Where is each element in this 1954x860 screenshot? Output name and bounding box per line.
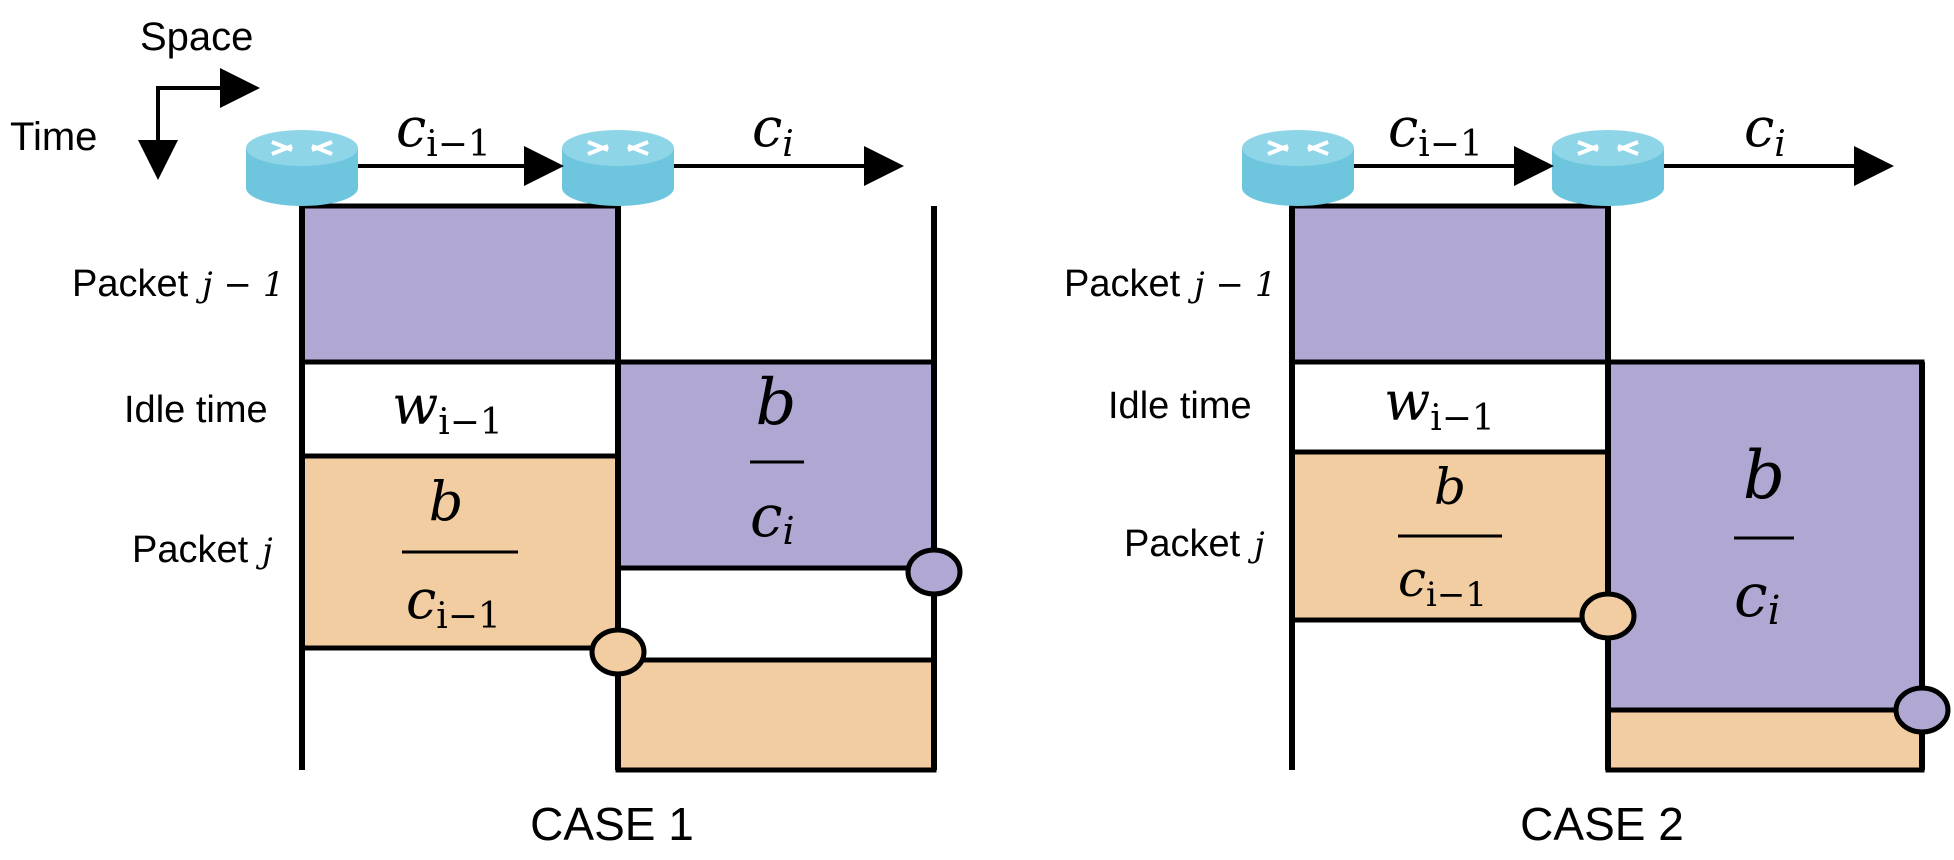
link-capacity-label: ci	[752, 96, 794, 165]
transmission-time-fraction: b ci−1	[1398, 458, 1502, 615]
packet-j-minus-1-departure-marker	[905, 547, 963, 597]
svg-text:ci−1: ci−1	[396, 96, 491, 165]
link-capacity-label: ci−1	[1388, 96, 1483, 165]
link-capacity-label: ci−1	[396, 96, 491, 165]
router-icon	[560, 128, 676, 208]
case-title: CASE 2	[1520, 798, 1684, 850]
packet-j-next-hop-block	[615, 657, 937, 773]
svg-text:b: b	[429, 470, 464, 533]
transmission-time-fraction: b ci−1	[402, 470, 518, 637]
case-1: ci−1 ci wi−1 b ci−1 b ci Packet j − 1 Idl…	[72, 96, 963, 850]
row-label-packet-j: Packet j	[1124, 523, 1265, 565]
packet-j-departure-marker	[589, 627, 647, 677]
packet-j-minus-1-block	[1289, 203, 1611, 365]
link-capacity-label: ci	[1744, 96, 1786, 165]
packet-j-minus-1-block	[299, 203, 621, 365]
row-label-packet-j-minus-1: Packet j − 1	[1064, 263, 1276, 305]
packet-j-next-hop-block	[1605, 707, 1925, 773]
svg-text:b: b	[1743, 437, 1785, 514]
case-title: CASE 1	[530, 798, 694, 850]
space-label: Space	[140, 15, 253, 59]
svg-text:ci−1: ci−1	[1398, 550, 1487, 615]
svg-text:b: b	[1434, 458, 1466, 516]
svg-text:ci−1: ci−1	[406, 568, 501, 637]
packet-j-minus-1-departure-marker	[1893, 685, 1951, 735]
svg-text:b: b	[756, 366, 797, 440]
svg-text:ci: ci	[752, 96, 794, 165]
transmission-time-fraction: b ci	[750, 366, 804, 553]
transmission-time-fraction: b ci	[1734, 437, 1794, 634]
svg-text:ci−1: ci−1	[1388, 96, 1483, 165]
svg-text:ci: ci	[750, 482, 795, 553]
idle-time-block	[1289, 359, 1611, 455]
svg-text:wi−1: wi−1	[392, 374, 503, 443]
packet-j-departure-marker	[1579, 591, 1637, 641]
row-label-packet-j-minus-1: Packet j − 1	[72, 263, 284, 305]
space-time-axes: Space Time	[10, 15, 260, 180]
packet-j-minus-1-next-hop-block	[1605, 359, 1925, 713]
time-label: Time	[10, 115, 97, 159]
router-icon	[1550, 128, 1666, 208]
svg-text:ci: ci	[1744, 96, 1786, 165]
row-label-idle-time: Idle time	[1108, 385, 1252, 427]
idle-time-symbol: wi−1	[1384, 370, 1495, 439]
svg-text:wi−1: wi−1	[1384, 370, 1495, 439]
idle-time-symbol: wi−1	[392, 374, 503, 443]
router-icon	[244, 128, 360, 208]
svg-text:ci: ci	[1734, 561, 1780, 634]
case-2: ci−1 ci wi−1 b ci−1 b ci Packet j − 1 Idl…	[1064, 96, 1951, 850]
router-icon	[1240, 128, 1356, 208]
row-label-packet-j: Packet j	[132, 529, 273, 571]
row-label-idle-time: Idle time	[124, 389, 268, 431]
